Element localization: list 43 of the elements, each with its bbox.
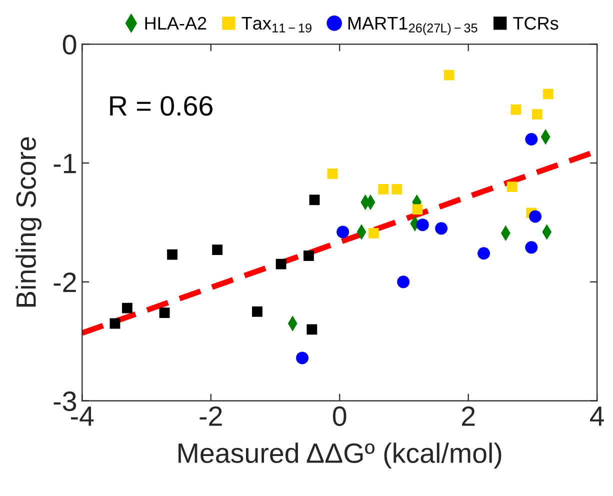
- point: [529, 210, 542, 223]
- point: [159, 308, 170, 318]
- point: [532, 109, 542, 120]
- legend-label: MART1$_{26(27L)−35}$: [348, 17, 478, 35]
- point: [296, 352, 309, 364]
- point: [368, 228, 379, 238]
- point: [336, 226, 350, 238]
- point: [525, 132, 538, 146]
- point: [167, 249, 178, 260]
- legend-label: HLA-A2: [145, 16, 206, 30]
- point: [306, 324, 318, 335]
- point: [397, 276, 410, 288]
- point: [378, 184, 389, 194]
- y-tick-label: 0: [62, 34, 76, 54]
- x-tick-label: 2: [462, 406, 475, 426]
- y-tick-label: -1: [54, 154, 76, 174]
- point: [525, 241, 538, 254]
- point: [416, 218, 429, 232]
- point: [309, 194, 320, 206]
- point: [510, 104, 522, 115]
- point: [276, 258, 286, 270]
- x-tick-label: 4: [590, 406, 604, 426]
- point: [506, 182, 518, 192]
- point: [412, 204, 423, 215]
- legend-label: Tax$_{11−19}$: [242, 17, 312, 32]
- y-axis-title: Binding Score: [16, 137, 42, 307]
- point: [212, 244, 223, 256]
- x-tick-label: -2: [200, 406, 222, 426]
- point: [542, 88, 554, 100]
- legend-label: TCRs: [513, 16, 558, 30]
- point: [304, 250, 314, 261]
- point: [392, 184, 402, 194]
- point: [252, 306, 262, 317]
- point: [444, 70, 454, 80]
- point: [327, 168, 338, 179]
- point: [122, 302, 132, 314]
- point: [435, 222, 448, 235]
- point: [110, 318, 120, 329]
- y-tick-label: -2: [54, 272, 76, 292]
- x-tick-label: 0: [332, 406, 346, 426]
- point: [478, 247, 490, 260]
- x-axis-title: Measured ΔΔGº (kcal/mol): [178, 442, 502, 469]
- annotation: R = 0.66: [110, 96, 212, 116]
